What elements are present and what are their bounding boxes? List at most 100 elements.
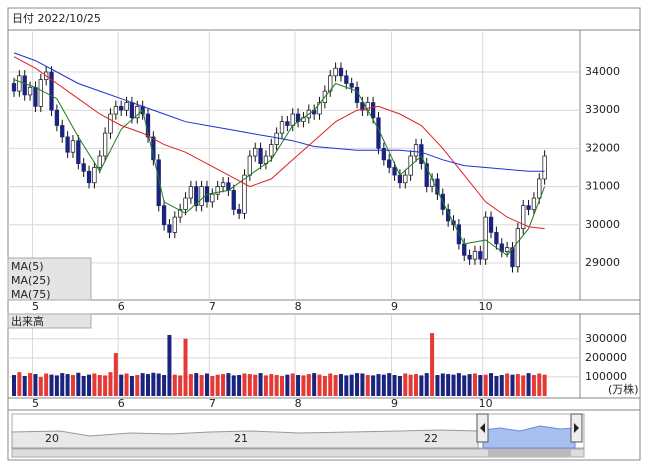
candle-body	[135, 106, 140, 119]
y-tick-label: 31000	[585, 180, 620, 193]
candle-body	[86, 170, 92, 184]
candle-body	[183, 197, 188, 210]
x-tick-label: 8	[295, 300, 302, 313]
candle-body	[269, 144, 274, 157]
volume-bar	[376, 374, 381, 396]
candle-body	[285, 121, 290, 126]
candle-body	[488, 216, 494, 233]
y-tick-label: 30000	[585, 218, 620, 231]
scrollbar-thumb[interactable]	[488, 449, 571, 457]
volume-bar	[387, 373, 392, 396]
candle-body	[22, 75, 27, 96]
candle-body	[413, 144, 419, 157]
volume-bar	[440, 373, 445, 396]
candle-body	[172, 216, 177, 233]
candle-body	[49, 71, 54, 111]
candle-body	[108, 113, 113, 134]
candle-body	[521, 205, 526, 229]
volume-bar	[129, 375, 134, 396]
candle-body	[333, 67, 338, 77]
volume-bar	[285, 374, 290, 396]
volume-bar	[210, 375, 215, 396]
candle-body	[76, 140, 81, 165]
volume-bar	[253, 374, 258, 396]
candle-body	[156, 159, 161, 207]
candle-body	[17, 75, 22, 92]
candle-body	[102, 132, 108, 157]
x-tick-label: 8	[295, 397, 302, 410]
candle-body	[274, 132, 279, 145]
scrollbar[interactable]	[11, 448, 585, 458]
volume-bar	[328, 373, 333, 396]
volume-bar	[424, 373, 429, 396]
volume-bar	[17, 372, 22, 396]
volume-bar	[60, 373, 65, 396]
candle-body	[38, 79, 43, 107]
candle-body	[188, 186, 194, 199]
volume-bar	[515, 374, 520, 396]
volume-bar	[360, 373, 365, 396]
x-tick-label: 7	[209, 397, 216, 410]
candle-body	[60, 125, 65, 138]
volume-bar	[397, 375, 402, 396]
volume-bar	[542, 374, 547, 396]
volume-bar	[119, 374, 124, 396]
volume-bar	[194, 373, 199, 396]
x-tick-label: 10	[479, 397, 493, 410]
y-tick-label: 32000	[585, 141, 620, 154]
volume-bar	[113, 353, 118, 396]
volume-bar	[97, 375, 102, 396]
volume-bar	[135, 375, 140, 396]
volume-bar	[162, 375, 167, 396]
chart-title: 日付 2022/10/25	[12, 12, 101, 25]
volume-bar	[317, 374, 322, 396]
volume-bar	[183, 338, 188, 396]
volume-bar	[510, 374, 515, 396]
candle-body	[161, 205, 167, 226]
volume-bar	[22, 375, 27, 396]
volume-bar	[494, 375, 499, 396]
candle-body	[231, 190, 236, 210]
candle-body	[510, 247, 515, 268]
candle-body	[178, 209, 183, 218]
volume-bar	[499, 375, 504, 396]
volume-bar	[124, 373, 129, 396]
volume-bar	[365, 375, 370, 396]
candle-body	[33, 86, 38, 107]
candle-body	[258, 148, 263, 165]
legend	[7, 257, 92, 301]
volume-bar	[70, 375, 75, 396]
x-tick-label: 9	[391, 397, 398, 410]
volume-bar	[188, 374, 193, 396]
volume-title: 出来高	[11, 314, 44, 328]
volume-bar	[263, 375, 268, 396]
candle-body	[537, 178, 542, 199]
candle-body	[317, 102, 322, 115]
volume-bar	[44, 373, 49, 396]
volume-bar	[526, 373, 531, 396]
candle-body	[349, 83, 354, 88]
volume-bar	[38, 376, 43, 396]
ma-line	[13, 56, 545, 230]
marks: 5 6 7 8 9 10 5 6 7 8 9 10	[11, 52, 547, 410]
candle-body	[542, 155, 547, 180]
candle-body	[467, 254, 472, 260]
volume-bar	[269, 374, 274, 396]
candle-body	[483, 216, 488, 260]
x-tick-label: 5	[32, 397, 39, 410]
legend-entry: MA(5)	[11, 260, 44, 273]
volume-bar	[322, 375, 327, 396]
candle-body	[27, 86, 33, 96]
candle-body	[504, 247, 510, 252]
volume-bar	[306, 374, 311, 396]
candle-body	[424, 163, 429, 187]
candle-body	[113, 106, 118, 115]
navigator-selection	[482, 425, 576, 449]
volume-bar	[231, 375, 236, 396]
volume-bar	[338, 374, 343, 396]
x-tick-label: 9	[391, 300, 398, 313]
candle-body	[290, 113, 295, 126]
volume-bar	[301, 375, 306, 396]
candle-body	[167, 224, 172, 233]
